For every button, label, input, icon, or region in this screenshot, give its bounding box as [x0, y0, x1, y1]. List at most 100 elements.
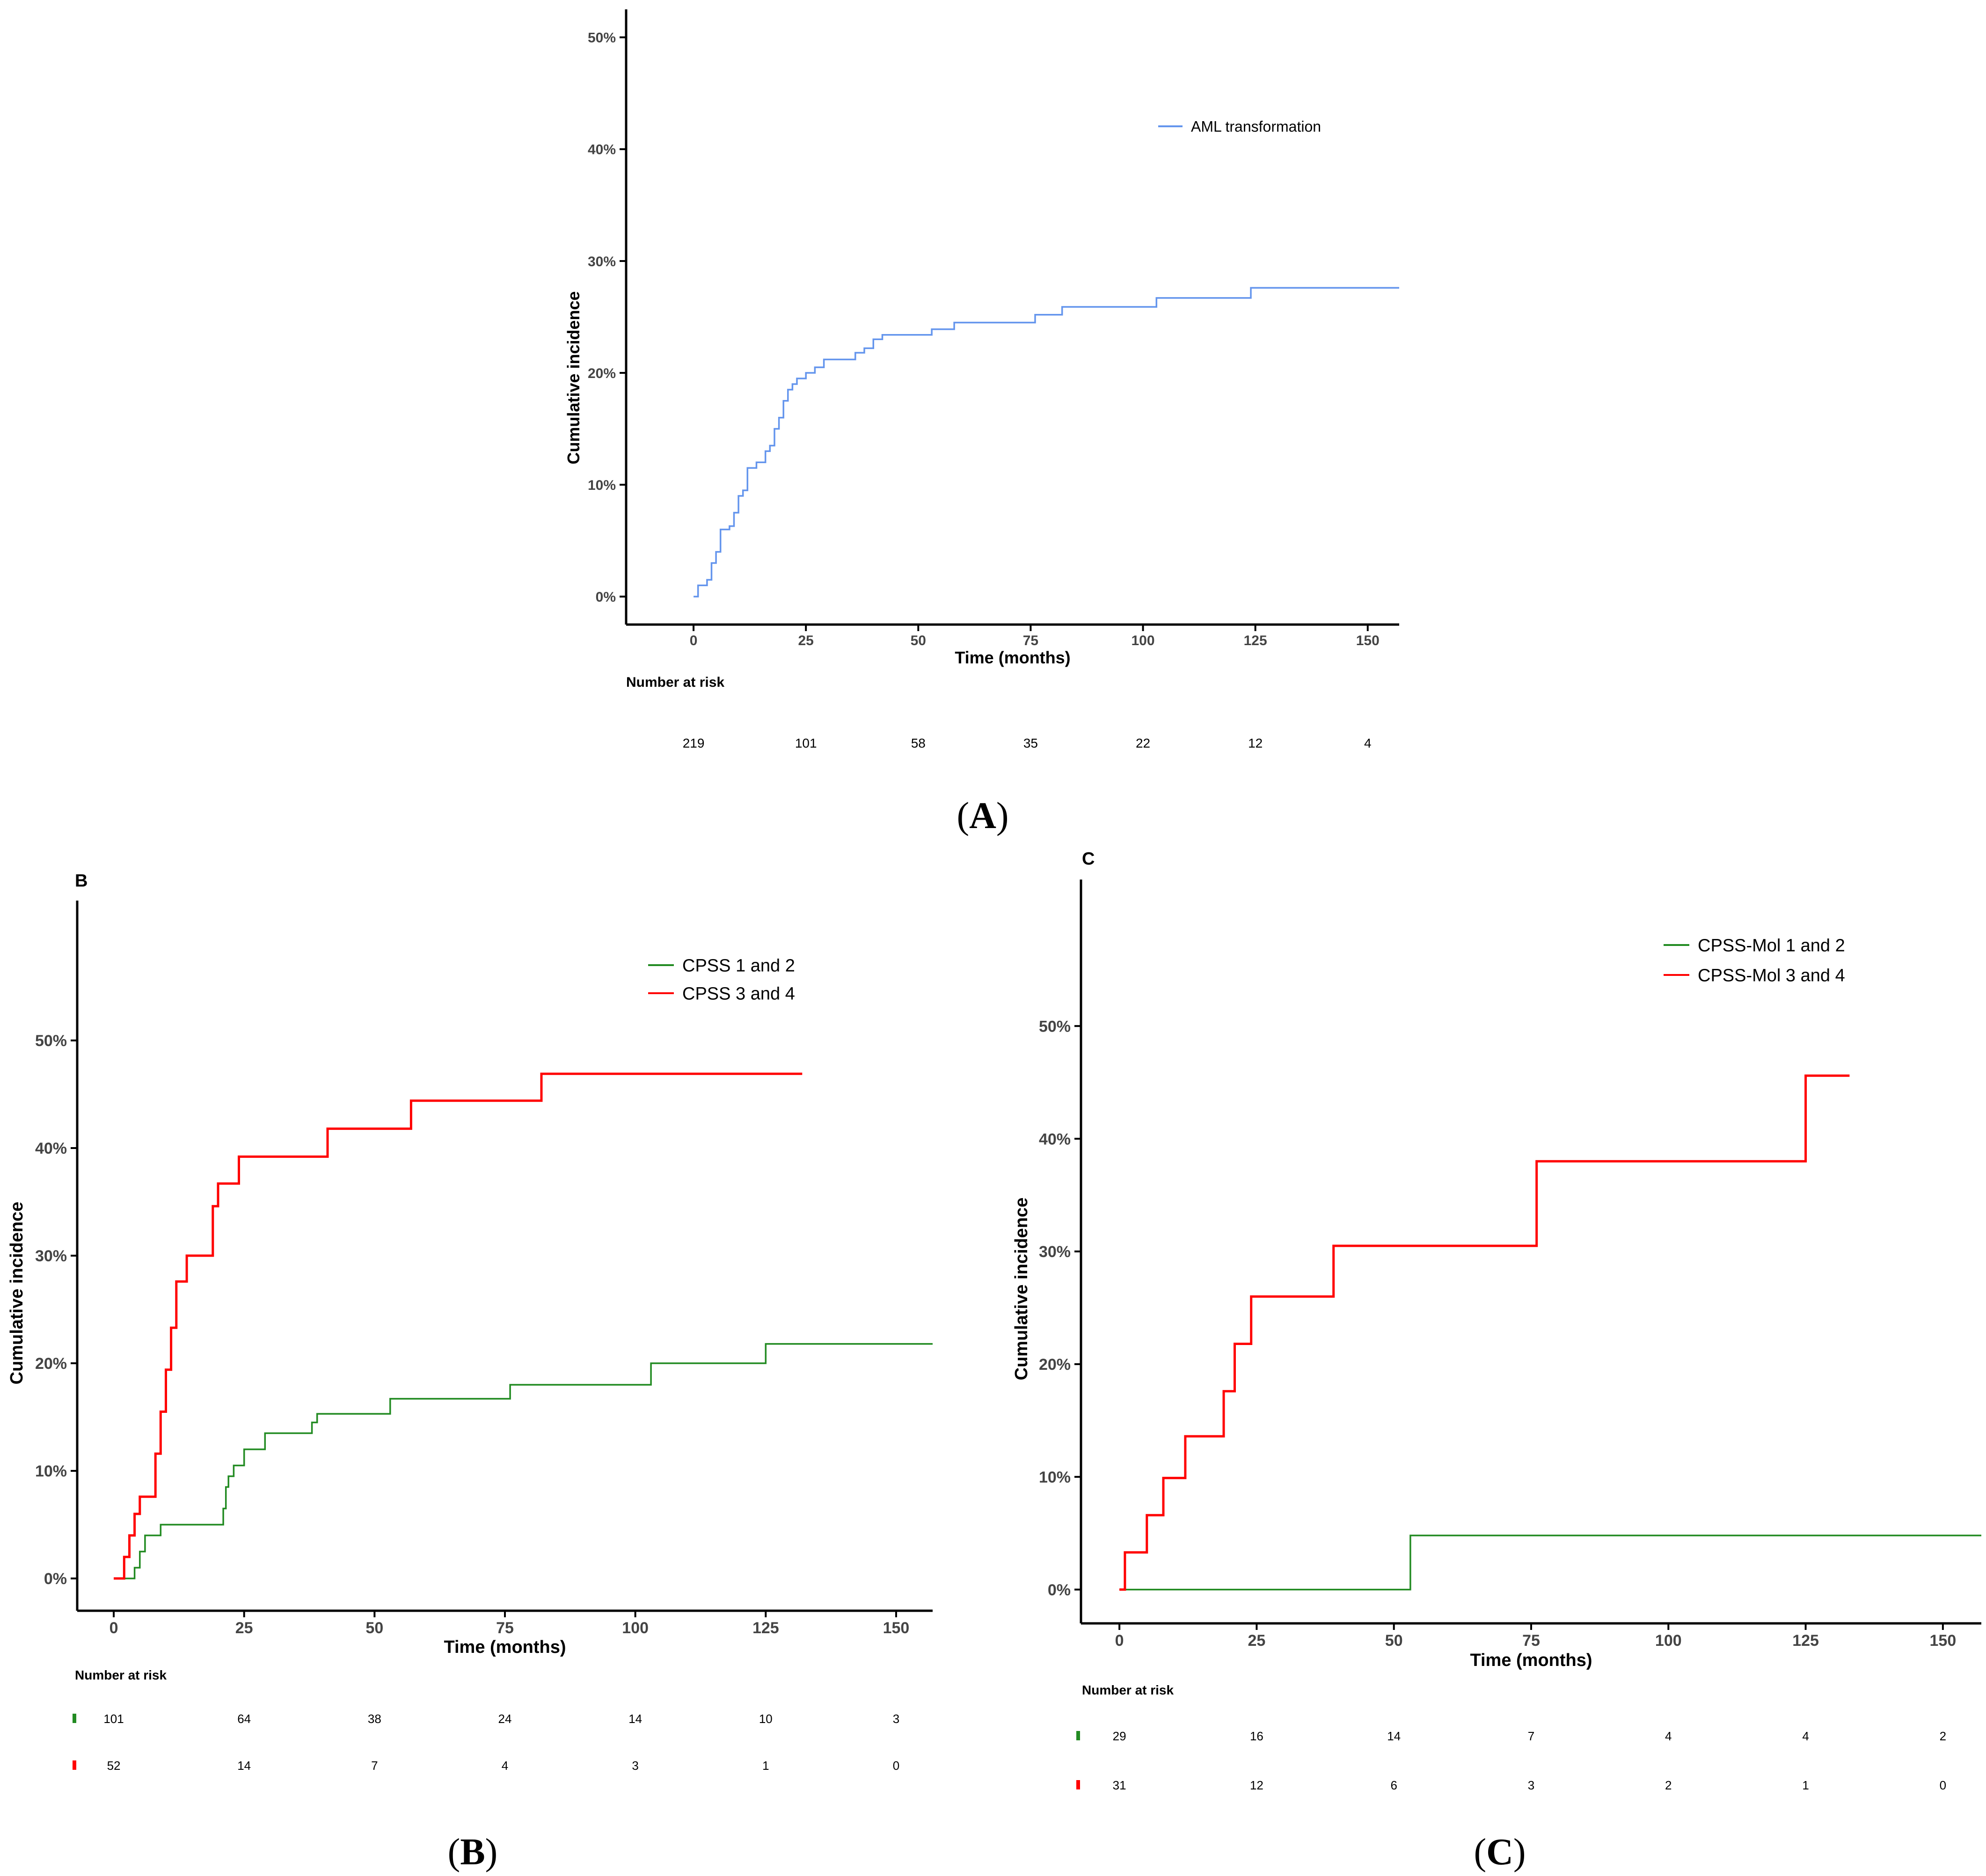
- risk-count: 1: [1802, 1778, 1809, 1792]
- caption-letter: B: [460, 1832, 485, 1873]
- y-tick-label: 0%: [44, 1570, 67, 1588]
- y-axis-title: Cumulative incidence: [1012, 1198, 1031, 1381]
- risk-count: 14: [628, 1712, 642, 1726]
- x-tick-label: 100: [622, 1619, 649, 1637]
- x-tick-label: 25: [235, 1619, 253, 1637]
- x-tick-label: 50: [365, 1619, 383, 1637]
- risk-count: 3: [632, 1759, 638, 1773]
- x-axis-title: Time (months): [955, 648, 1070, 667]
- risk-count: 52: [107, 1759, 121, 1773]
- risk-count: 101: [103, 1712, 124, 1726]
- y-tick-label: 20%: [588, 366, 616, 381]
- caption-open-paren: (: [1474, 1832, 1486, 1873]
- risk-count: 10: [759, 1712, 773, 1726]
- x-tick-label: 25: [798, 633, 813, 648]
- risk-count: 0: [1940, 1778, 1946, 1792]
- legend-label: CPSS 1 and 2: [682, 956, 795, 976]
- risk-count: 4: [1364, 736, 1372, 750]
- risk-count: 58: [911, 736, 926, 750]
- caption-letter: A: [969, 795, 996, 836]
- risk-count: 22: [1136, 736, 1150, 750]
- risk-count: 0: [893, 1759, 899, 1773]
- legend-label: AML transformation: [1191, 118, 1321, 135]
- x-tick-label: 50: [1385, 1632, 1403, 1650]
- x-tick-label: 125: [752, 1619, 779, 1637]
- risk-row-color-marker: [73, 1714, 76, 1723]
- x-tick-label: 25: [1248, 1632, 1266, 1650]
- x-tick-label: 0: [690, 633, 698, 648]
- y-tick-label: 10%: [588, 478, 616, 493]
- risk-count: 2: [1940, 1729, 1946, 1743]
- x-tick-label: 50: [911, 633, 926, 648]
- y-tick-label: 50%: [1039, 1018, 1071, 1035]
- y-tick-label: 30%: [1039, 1243, 1071, 1261]
- risk-count: 4: [1665, 1729, 1672, 1743]
- risk-count: 12: [1248, 736, 1263, 750]
- x-tick-label: 150: [883, 1619, 910, 1637]
- x-axis-title: Time (months): [444, 1637, 566, 1657]
- risk-count: 16: [1250, 1729, 1263, 1743]
- risk-count: 1: [762, 1759, 769, 1773]
- x-tick-label: 100: [1132, 633, 1155, 648]
- risk-count: 35: [1023, 736, 1038, 750]
- risk-count: 7: [1528, 1729, 1534, 1743]
- y-tick-label: 50%: [35, 1032, 67, 1050]
- x-axis-title: Time (months): [1470, 1651, 1592, 1670]
- y-tick-label: 0%: [1048, 1581, 1071, 1599]
- x-tick-label: 150: [1356, 633, 1380, 648]
- series-line-2: [114, 1072, 803, 1580]
- risk-count: 14: [1387, 1729, 1401, 1743]
- x-tick-label: 75: [496, 1619, 514, 1637]
- series-line-1: [114, 1343, 933, 1579]
- y-tick-label: 30%: [588, 254, 616, 269]
- panel-caption: (C): [1474, 1832, 1526, 1873]
- risk-table-title: Number at risk: [1082, 1683, 1174, 1697]
- risk-row-color-marker: [73, 1760, 76, 1770]
- y-tick-label: 10%: [1039, 1469, 1071, 1486]
- risk-count: 14: [237, 1759, 251, 1773]
- x-tick-label: 100: [1655, 1632, 1682, 1650]
- risk-count: 219: [683, 736, 705, 750]
- caption-letter: C: [1486, 1832, 1513, 1873]
- y-tick-label: 10%: [35, 1462, 67, 1480]
- y-tick-label: 30%: [35, 1247, 67, 1265]
- y-tick-label: 0%: [596, 589, 616, 605]
- risk-count: 2: [1665, 1778, 1672, 1792]
- legend-label: CPSS-Mol 1 and 2: [1698, 936, 1845, 956]
- caption-close-paren: ): [996, 795, 1009, 836]
- x-tick-label: 125: [1244, 633, 1267, 648]
- x-tick-label: 0: [110, 1619, 118, 1637]
- risk-count: 101: [795, 736, 817, 750]
- caption-close-paren: ): [1513, 1832, 1526, 1873]
- caption-open-paren: (: [956, 795, 969, 836]
- x-tick-label: 125: [1792, 1632, 1819, 1650]
- x-tick-label: 150: [1930, 1632, 1957, 1650]
- risk-count: 31: [1113, 1778, 1126, 1792]
- y-axis-title: Cumulative incidence: [564, 291, 583, 464]
- risk-count: 24: [498, 1712, 512, 1726]
- y-tick-label: 50%: [588, 30, 616, 46]
- risk-count: 12: [1250, 1778, 1263, 1792]
- panel-tag: B: [75, 871, 88, 891]
- y-axis-title: Cumulative incidence: [7, 1202, 27, 1385]
- risk-count: 3: [1528, 1778, 1534, 1792]
- x-tick-label: 0: [1115, 1632, 1124, 1650]
- risk-count: 29: [1113, 1729, 1126, 1743]
- risk-count: 7: [371, 1759, 378, 1773]
- chart-panel-a: 0% 10% 20% 30% 40% 50% 0 25 50 75 100 125 150 Time (m…: [564, 9, 1399, 750]
- caption-open-paren: (: [448, 1832, 460, 1873]
- y-tick-label: 40%: [35, 1140, 67, 1157]
- y-tick-label: 40%: [1039, 1130, 1071, 1148]
- series-line-2: [1119, 1074, 1850, 1591]
- y-tick-label: 40%: [588, 142, 616, 158]
- risk-count: 6: [1390, 1778, 1397, 1792]
- caption-close-paren: ): [485, 1832, 498, 1873]
- risk-table-title: Number at risk: [75, 1668, 167, 1682]
- series-line-1: [694, 287, 1399, 597]
- series-line-1: [1119, 1534, 1981, 1591]
- legend-label: CPSS 3 and 4: [682, 984, 795, 1004]
- risk-row-color-marker: [1076, 1780, 1080, 1789]
